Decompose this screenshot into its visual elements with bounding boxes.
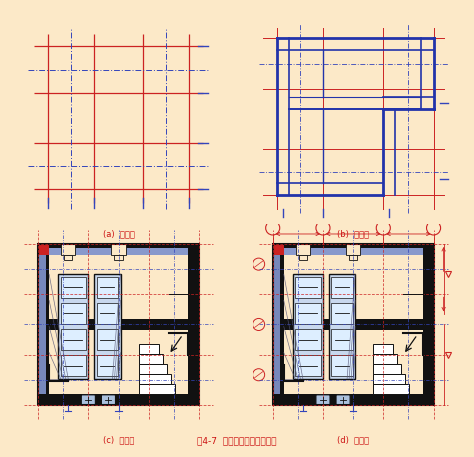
Bar bbox=[38, 394, 199, 405]
Text: (d)  第四步: (d) 第四步 bbox=[337, 435, 369, 444]
FancyBboxPatch shape bbox=[336, 395, 350, 405]
Bar bbox=[422, 244, 434, 405]
Bar bbox=[115, 255, 122, 260]
Bar bbox=[61, 329, 86, 350]
Bar bbox=[346, 244, 360, 255]
FancyBboxPatch shape bbox=[316, 395, 330, 405]
Bar bbox=[293, 274, 323, 379]
Bar bbox=[138, 384, 175, 394]
Bar bbox=[373, 384, 410, 394]
Text: (b)  第二步: (b) 第二步 bbox=[337, 229, 369, 239]
Bar bbox=[61, 355, 86, 377]
Bar bbox=[284, 319, 425, 330]
Bar bbox=[331, 329, 353, 350]
Bar bbox=[38, 244, 49, 255]
Bar bbox=[188, 244, 199, 405]
FancyBboxPatch shape bbox=[82, 395, 95, 405]
Bar bbox=[97, 276, 118, 298]
Bar bbox=[58, 274, 88, 379]
Bar bbox=[38, 244, 49, 405]
Bar bbox=[349, 255, 357, 260]
Bar bbox=[49, 249, 188, 255]
Bar bbox=[373, 344, 393, 354]
FancyBboxPatch shape bbox=[101, 395, 116, 405]
Bar bbox=[295, 276, 320, 298]
Bar bbox=[61, 244, 75, 255]
Bar bbox=[295, 303, 320, 324]
Bar bbox=[111, 244, 126, 255]
Bar bbox=[331, 303, 353, 324]
Bar bbox=[97, 303, 118, 324]
Bar bbox=[97, 355, 118, 377]
Bar bbox=[273, 244, 284, 405]
Bar bbox=[38, 255, 46, 394]
Text: (c)  第三步: (c) 第三步 bbox=[103, 435, 134, 444]
Bar bbox=[138, 354, 163, 364]
Bar bbox=[38, 244, 199, 255]
Bar bbox=[38, 244, 199, 405]
Bar bbox=[61, 303, 86, 324]
Text: (a)  第一步: (a) 第一步 bbox=[102, 229, 135, 239]
Bar bbox=[329, 274, 355, 379]
Bar bbox=[273, 244, 434, 405]
Bar bbox=[331, 355, 353, 377]
Bar bbox=[61, 276, 86, 298]
Bar bbox=[373, 354, 397, 364]
Bar bbox=[273, 244, 434, 255]
Text: 图4-7  建筑平面图的绘制步骤: 图4-7 建筑平面图的绘制步骤 bbox=[197, 436, 277, 446]
Bar bbox=[296, 244, 310, 255]
Bar bbox=[295, 355, 320, 377]
Bar bbox=[295, 329, 320, 350]
Bar bbox=[299, 255, 307, 260]
Bar bbox=[138, 344, 159, 354]
Bar bbox=[373, 374, 405, 384]
Bar bbox=[273, 255, 281, 394]
Bar bbox=[273, 244, 284, 255]
Bar bbox=[138, 374, 171, 384]
Bar bbox=[94, 274, 120, 379]
Bar bbox=[331, 276, 353, 298]
Bar bbox=[64, 255, 72, 260]
Bar bbox=[284, 249, 422, 255]
Bar bbox=[138, 364, 167, 374]
Bar bbox=[273, 394, 434, 405]
Bar bbox=[373, 364, 401, 374]
Bar bbox=[49, 319, 190, 330]
Bar bbox=[97, 329, 118, 350]
